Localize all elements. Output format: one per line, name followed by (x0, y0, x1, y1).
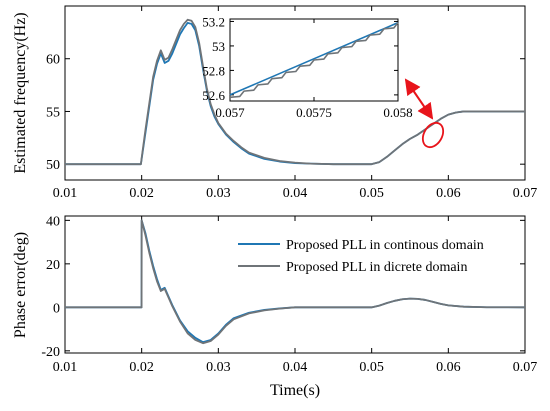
legend: Proposed PLL in continous domain Propose… (238, 238, 484, 275)
inset-x-tick-label: 0.0575 (296, 105, 332, 120)
phase-x-tick-label: 0.03 (206, 360, 231, 375)
phase-x-tick-label: 0.05 (359, 360, 384, 375)
frequency-x-tick-label: 0.07 (513, 186, 538, 201)
inset-series-lines (229, 21, 399, 99)
phase-axis-ticks: 0.01 0.02 0.03 0.04 0.05 0.06 0.07 -20 0 20 40 (41, 214, 537, 375)
zoom-annotation (404, 78, 445, 149)
frequency-y-tick-label: 60 (46, 53, 60, 68)
frequency-axis-ticks: 0.01 0.02 0.03 0.04 0.05 0.06 0.07 50 55 60 (46, 6, 537, 201)
phase-y-axis-label: Phase error(deg) (12, 232, 29, 338)
phase-x-tick-label: 0.06 (436, 360, 461, 375)
inset-y-tick-label: 53 (212, 39, 225, 54)
phase-x-tick-label: 0.04 (283, 360, 308, 375)
inset-series-discrete (229, 22, 399, 99)
phase-panel: 0.01 0.02 0.03 0.04 0.05 0.06 0.07 -20 0 20 40 Pha… (12, 214, 537, 399)
phase-x-tick-label: 0.01 (53, 360, 78, 375)
frequency-x-tick-label: 0.03 (206, 186, 231, 201)
zoom-arrow (404, 78, 434, 120)
frequency-x-tick-label: 0.05 (359, 186, 384, 201)
frequency-y-tick-label: 50 (46, 158, 60, 173)
phase-y-tick-label: 20 (46, 258, 60, 273)
legend-label-continuous: Proposed PLL in continous domain (286, 238, 484, 253)
frequency-inset: 0.057 0.0575 0.058 52.6 52.8 53 53.2 (202, 14, 412, 120)
inset-y-tick-label: 53.2 (202, 14, 225, 29)
highlight-ellipse (421, 121, 445, 149)
frequency-x-tick-label: 0.01 (53, 186, 78, 201)
frequency-x-tick-label: 0.02 (129, 186, 154, 201)
phase-x-tick-label: 0.02 (129, 360, 154, 375)
frequency-y-axis-label: Estimated frequency(Hz) (12, 12, 29, 173)
frequency-x-tick-label: 0.04 (283, 186, 308, 201)
phase-series-lines (65, 219, 526, 345)
inset-x-tick-label: 0.057 (215, 105, 245, 120)
legend-label-discrete: Proposed PLL in dicrete domain (286, 260, 467, 275)
phase-series-discrete (65, 219, 526, 345)
phase-y-tick-label: -20 (41, 345, 60, 360)
inset-y-tick-label: 52.8 (202, 63, 225, 78)
inset-y-tick-label: 52.6 (202, 88, 225, 103)
inset-x-tick-label: 0.058 (383, 105, 412, 120)
phase-x-tick-label: 0.07 (513, 360, 538, 375)
frequency-x-tick-label: 0.06 (436, 186, 461, 201)
phase-y-tick-label: 40 (46, 214, 60, 229)
frequency-y-tick-label: 55 (46, 105, 60, 120)
phase-plot-frame (64, 215, 526, 354)
time-x-axis-label: Time(s) (270, 382, 320, 399)
phase-y-tick-label: 0 (53, 301, 60, 316)
